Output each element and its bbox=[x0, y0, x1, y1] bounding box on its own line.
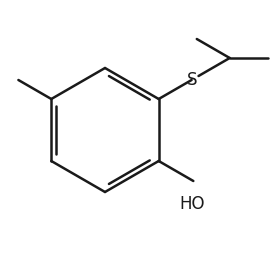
Text: HO: HO bbox=[179, 195, 205, 213]
Text: S: S bbox=[187, 71, 198, 89]
